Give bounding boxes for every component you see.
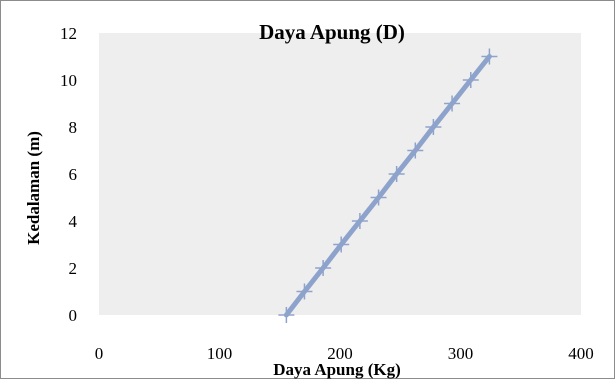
x-tick-labels: 0 100 200 300 400 (95, 344, 594, 363)
y-tick-label: 4 (69, 212, 78, 231)
data-point-marker (351, 213, 368, 229)
y-tick-labels: 0 2 4 6 8 10 12 (60, 24, 78, 325)
y-tick-label: 10 (60, 71, 77, 90)
data-point-marker (462, 72, 479, 88)
x-tick-label: 400 (568, 344, 594, 363)
x-tick-label: 100 (207, 344, 233, 363)
y-axis-title: Kedalaman (m) (24, 131, 43, 245)
data-point-marker (278, 307, 295, 323)
data-point-marker (481, 48, 498, 65)
x-tick-label: 0 (95, 344, 104, 363)
data-point-marker (388, 166, 405, 182)
chart-title: Daya Apung (D) (259, 20, 405, 44)
data-point-marker (315, 260, 332, 276)
y-tick-label: 12 (60, 24, 77, 43)
plot-area (99, 33, 581, 315)
y-tick-label: 0 (69, 306, 78, 325)
data-point-marker (296, 283, 313, 300)
data-point-marker (444, 95, 461, 112)
y-tick-label: 8 (69, 118, 78, 137)
data-point-marker (333, 236, 350, 253)
data-point-marker (407, 142, 424, 159)
y-tick-label: 2 (69, 259, 78, 278)
x-tick-label: 300 (448, 344, 474, 363)
data-point-marker (370, 189, 387, 206)
series-layer (278, 48, 498, 323)
data-point-marker (425, 119, 442, 135)
x-axis-title: Daya Apung (Kg) (273, 360, 401, 379)
series-line (283, 54, 492, 318)
x-tick-label: 200 (327, 344, 353, 363)
y-tick-label: 6 (69, 165, 78, 184)
